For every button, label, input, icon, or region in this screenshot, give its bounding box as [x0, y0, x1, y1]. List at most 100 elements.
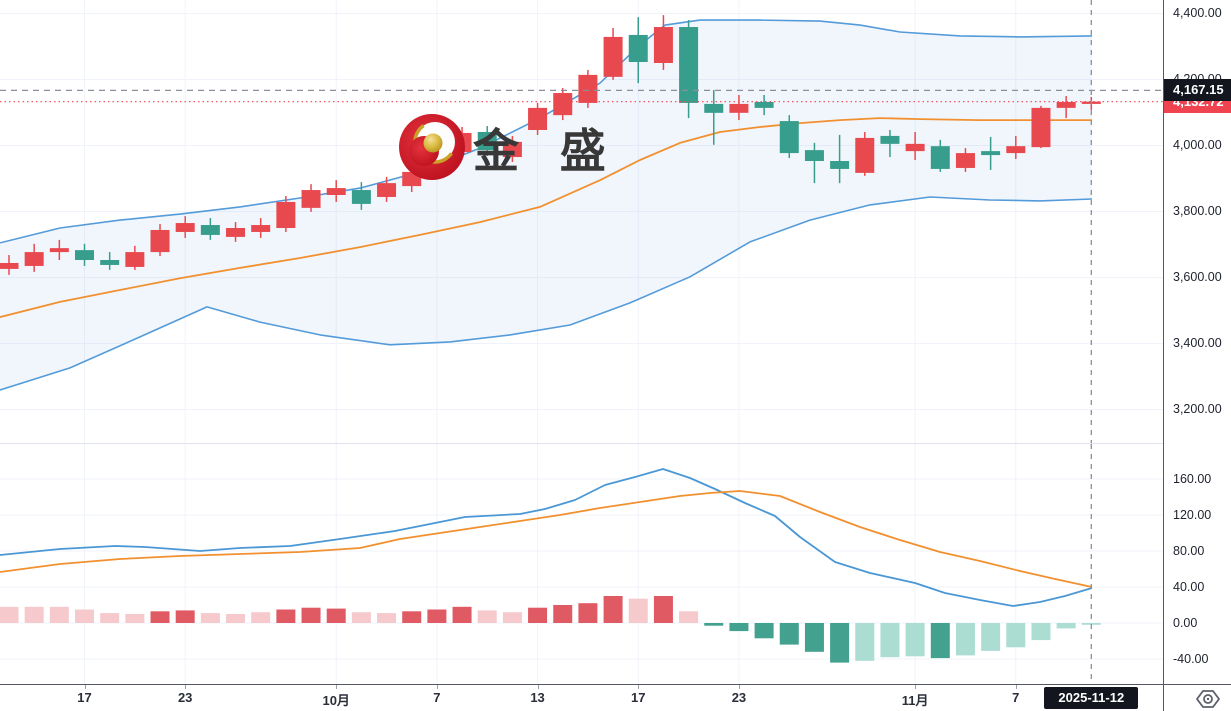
macd-tick-label: 120.00 — [1173, 507, 1212, 522]
macd-histogram-bar — [653, 596, 673, 623]
price-tick-label: 4,400.00 — [1173, 6, 1222, 20]
price-chart-pane[interactable] — [0, 0, 1163, 444]
macd-tick-label: 80.00 — [1173, 543, 1205, 558]
candle-body — [578, 74, 598, 103]
macd-pane[interactable] — [0, 444, 1163, 684]
axis-corner-divider — [1163, 685, 1164, 711]
candle-body — [855, 137, 875, 173]
candle-body — [729, 103, 749, 113]
candle-body — [477, 131, 497, 151]
price-tick-label: 3,400.00 — [1173, 336, 1222, 350]
candle-body — [754, 101, 774, 108]
crosshair-date-label: 2025-11-12 — [1044, 687, 1139, 709]
candle-body — [150, 229, 170, 253]
macd-histogram-bar — [49, 606, 69, 623]
time-tick-label: 11月 — [901, 693, 929, 708]
candle-body — [276, 201, 296, 229]
candle-body — [905, 143, 925, 152]
macd-histogram-bar — [779, 623, 799, 645]
candle-body — [326, 188, 346, 196]
macd-histogram-bar — [830, 623, 850, 663]
candle-body — [502, 141, 522, 158]
macd-histogram-bar — [452, 606, 472, 623]
pane-divider[interactable] — [0, 443, 1163, 444]
macd-histogram-bar — [502, 612, 522, 623]
macd-histogram-bar — [1006, 623, 1026, 648]
time-tick-label: 10月 — [322, 693, 350, 708]
candle-body — [830, 161, 850, 169]
macd-histogram-bar — [754, 623, 774, 639]
macd-histogram-bar — [855, 623, 875, 661]
candle-body — [930, 146, 950, 169]
macd-histogram-bar — [679, 611, 699, 623]
macd-histogram-bar — [930, 623, 950, 659]
candle-body — [301, 190, 321, 208]
macd-histogram-bar — [905, 623, 925, 657]
candle-body — [981, 151, 1001, 156]
macd-histogram-bar — [150, 611, 170, 623]
macd-histogram-bar — [175, 610, 195, 623]
macd-histogram-bar — [0, 606, 19, 623]
macd-histogram-bar — [351, 612, 371, 623]
candle-body — [175, 223, 195, 232]
macd-histogram-bar — [1056, 623, 1076, 629]
macd-tick-label: -40.00 — [1173, 651, 1209, 666]
macd-histogram-bar — [125, 614, 145, 623]
candle-body — [226, 228, 246, 237]
time-axis[interactable]: 2025-11-12 17 23 10月 7 13 17 23 11月 7 — [0, 684, 1231, 711]
macd-tick-label: 0.00 — [1173, 615, 1198, 630]
candle-body — [955, 153, 975, 168]
macd-histogram-bar — [804, 623, 824, 652]
macd-histogram-bar — [603, 596, 623, 623]
macd-tick-label: 160.00 — [1173, 471, 1212, 486]
candle-body — [251, 225, 271, 232]
time-tick-mark — [336, 685, 338, 689]
macd-histogram-bar — [276, 609, 296, 623]
macd-histogram-bar — [729, 623, 749, 632]
time-tick-mark — [84, 685, 86, 689]
crosshair-price-label: 4,167.15 — [1164, 79, 1231, 102]
candle-body — [427, 150, 447, 166]
candle-body — [125, 252, 145, 267]
macd-line — [0, 468, 1093, 607]
macd-signal-line — [0, 490, 1093, 588]
macd-histogram-bar — [477, 610, 497, 623]
macd-histogram-bar — [402, 611, 422, 623]
candle-body — [679, 27, 699, 103]
candle-body — [49, 248, 69, 253]
time-tick-mark — [436, 685, 438, 689]
candle-body — [653, 27, 673, 64]
time-tick-label: 17 — [77, 690, 92, 705]
candle-body — [75, 250, 95, 261]
macd-histogram-bar — [75, 609, 95, 623]
candle-body — [452, 132, 472, 153]
macd-histogram-bar — [528, 607, 548, 623]
time-tick-mark — [738, 685, 740, 689]
macd-histogram-bar — [578, 603, 598, 623]
time-tick-label: 23 — [177, 690, 193, 705]
bollinger-middle-band — [0, 117, 1092, 318]
time-tick-mark — [185, 685, 187, 689]
macd-histogram-bar — [955, 623, 975, 656]
candle-body — [1006, 146, 1026, 154]
scale-settings-hex-icon[interactable] — [1194, 688, 1222, 710]
macd-histogram-bar — [880, 623, 900, 658]
candle-body — [628, 34, 648, 63]
candle-body — [100, 260, 120, 265]
time-tick-mark — [537, 685, 539, 689]
candle-body — [24, 252, 44, 266]
candle-body — [1031, 107, 1051, 148]
candle-body — [880, 135, 900, 144]
bollinger-lower-band — [0, 196, 1093, 391]
macd-histogram-bar — [251, 612, 271, 623]
price-axis[interactable]: 4,132.72 4,167.15 4,400.004,200.004,000.… — [1163, 0, 1231, 684]
price-tick-label: 3,200.00 — [1173, 402, 1222, 416]
macd-histogram-bar — [24, 606, 44, 623]
price-tick-label: 3,600.00 — [1173, 270, 1222, 284]
time-tick-mark — [638, 685, 640, 689]
macd-histogram-bar — [200, 613, 220, 623]
time-tick-label: 17 — [631, 690, 646, 705]
candle-body — [377, 183, 397, 197]
bollinger-upper-band — [0, 19, 1093, 244]
